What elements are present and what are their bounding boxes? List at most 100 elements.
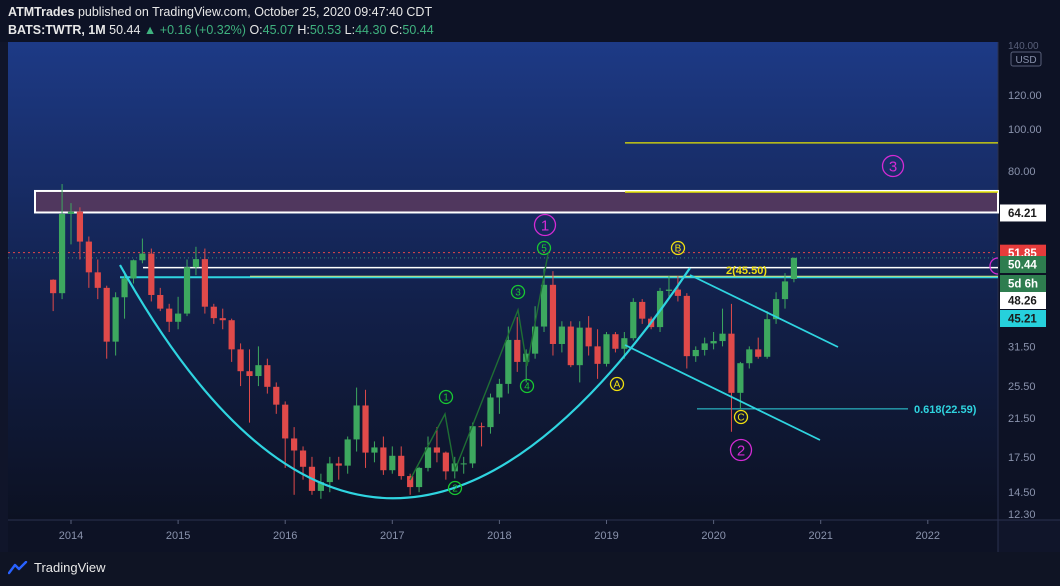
candle — [237, 343, 244, 387]
wave-text: 4 — [524, 382, 530, 393]
wave-circle — [881, 154, 905, 178]
candle — [246, 349, 253, 423]
candle-body — [326, 463, 333, 483]
price-axis[interactable]: 120.00 100.00 80.00 31.50 25.50 21.50 17.50 14.… — [1000, 42, 1046, 521]
wave-text: A — [614, 380, 621, 391]
candle — [58, 184, 66, 300]
candle-body — [353, 405, 360, 440]
countdown-tag: 5d 6h — [1000, 275, 1046, 292]
candle-body — [85, 241, 92, 273]
resistance-tag-text: 64.21 — [1008, 208, 1037, 220]
candle — [442, 451, 449, 480]
plot-background — [8, 42, 998, 520]
wave-major-2: 2 — [729, 438, 753, 462]
candle — [85, 236, 92, 288]
candle-body — [210, 306, 217, 319]
currency-box — [1010, 51, 1042, 67]
candle-body — [674, 289, 681, 296]
candle-body — [166, 308, 173, 322]
candle — [166, 303, 173, 333]
candle-body — [514, 339, 521, 362]
candle — [139, 238, 146, 264]
candle — [630, 298, 637, 341]
candle-body — [264, 365, 271, 387]
wave-labels: 1 2 3 1 2 3 4 5 A B C 2(45.50) 0.618(22.59) — [438, 154, 999, 496]
candle-body — [139, 253, 146, 261]
candle — [746, 346, 753, 369]
wave-circle — [519, 378, 535, 394]
candle — [183, 259, 191, 317]
candle-body — [442, 452, 449, 472]
candle-body — [121, 278, 128, 298]
wave-major-3: 3 — [881, 154, 905, 178]
candle-body — [433, 447, 441, 453]
candle-body — [567, 326, 574, 366]
last-price-tag-bg — [1000, 256, 1046, 273]
x-tick-label: 2021 — [808, 530, 832, 542]
x-tick-label: 2017 — [380, 530, 404, 542]
candle — [790, 257, 798, 283]
x-tick-label: 2020 — [701, 530, 725, 542]
wave-text: B — [675, 244, 682, 255]
countdown-tag-bg — [1000, 275, 1046, 292]
candle — [317, 473, 324, 499]
channel-upper-line — [689, 274, 839, 348]
candle-body — [505, 339, 512, 384]
time-axis[interactable]: 2014 2015 2016 2017 2018 2019 2020 2021 2022 — [59, 520, 940, 542]
channel-lower-line — [624, 344, 821, 441]
price-chart[interactable]: 1 2 3 1 2 3 4 5 A B C 2(45.50) 0.618(22.59) 120.00 10… — [0, 42, 1060, 552]
open-label: O: — [249, 23, 263, 37]
low-value: 44.30 — [355, 23, 387, 37]
candle-body — [157, 294, 164, 309]
candle — [772, 292, 780, 324]
drawing-levels — [8, 142, 999, 410]
candle — [371, 441, 378, 463]
wave-text: 2 — [452, 484, 458, 495]
candle — [335, 456, 342, 480]
countdown-tag-text: 5d 6h — [1008, 279, 1038, 291]
candle-body — [585, 327, 592, 347]
resistance-tag: 64.21 — [1000, 204, 1046, 222]
wave-circle — [729, 438, 753, 462]
candle-body — [772, 299, 780, 320]
candle-body — [764, 319, 771, 357]
candle — [755, 337, 762, 359]
candle — [94, 259, 101, 300]
candle-body — [130, 260, 137, 279]
candle-body — [389, 455, 396, 471]
candle-body — [362, 405, 369, 453]
candle — [121, 271, 128, 319]
candle-body — [549, 284, 557, 344]
resistance-zone — [34, 189, 999, 214]
candle — [549, 271, 557, 356]
ohlc-line: BATS:TWTR, 1M 50.44 ▲ +0.16 (+0.32%) O:4… — [8, 23, 434, 37]
author-name[interactable]: ATMTrades — [8, 5, 75, 19]
high-value: 50.53 — [309, 23, 342, 37]
level-45-tag-bg — [1000, 310, 1046, 327]
wave-text: C — [737, 413, 744, 424]
tradingview-brand[interactable]: TradingView — [8, 560, 106, 575]
candle — [130, 259, 137, 284]
candle — [469, 422, 476, 468]
candle-body — [94, 272, 101, 288]
candle — [380, 436, 387, 475]
candle-body — [728, 333, 735, 393]
wave-minor-3: 3 — [510, 284, 526, 300]
wave-minor-4: 4 — [519, 378, 535, 394]
symbol-label[interactable]: BATS:TWTR, 1M — [8, 23, 106, 37]
fib-label: 0.618(22.59) — [914, 404, 977, 416]
candle — [612, 332, 619, 353]
candle — [460, 456, 467, 474]
candle-body — [487, 397, 494, 428]
candle-body — [192, 259, 200, 268]
candle — [701, 337, 708, 356]
candle — [594, 329, 601, 379]
candle-body — [317, 482, 324, 491]
candle-body — [496, 383, 503, 398]
y-tick-partial: 140.00 — [1008, 42, 1039, 52]
wave-circle — [609, 376, 625, 392]
candle-body — [424, 447, 432, 468]
x-tick-label: 2018 — [487, 530, 511, 542]
chart-header: ATMTrades published on TradingView.com, … — [0, 0, 1060, 42]
candle — [291, 427, 298, 495]
